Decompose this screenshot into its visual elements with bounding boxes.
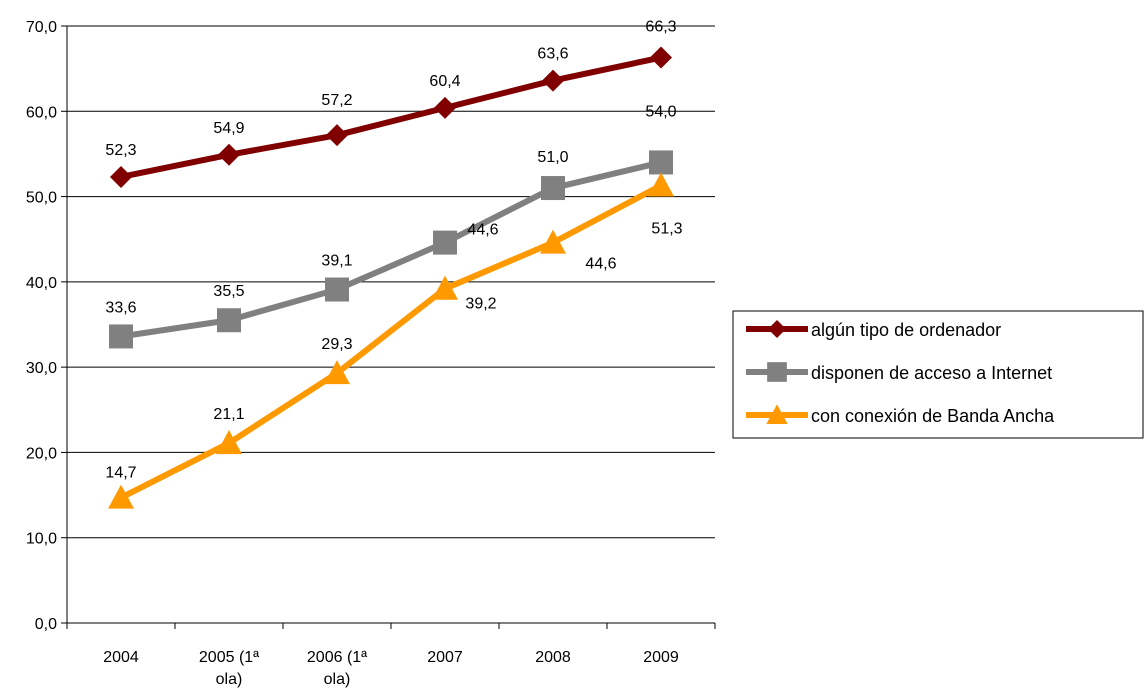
y-tick-label: 70,0	[26, 19, 57, 36]
axes: 0,0 10,0 20,0 30,0 40,0 50,0 60,0 70,0 2004 2005 …	[26, 19, 716, 688]
series-line	[120, 54, 662, 180]
series-line	[120, 159, 662, 340]
y-tick-label: 0,0	[35, 616, 57, 633]
square-marker	[433, 230, 457, 255]
legend-item: algún tipo de ordenador	[746, 319, 1001, 340]
y-tick-label: 40,0	[26, 275, 57, 292]
data-label: 29,3	[321, 336, 352, 353]
series-line	[119, 182, 663, 501]
data-label: 39,1	[321, 253, 352, 270]
diamond-marker	[326, 124, 348, 147]
y-tick-label: 50,0	[26, 190, 57, 207]
square-marker	[767, 362, 787, 382]
series-3	[108, 172, 674, 509]
triangle-marker	[540, 229, 566, 254]
series	[108, 46, 674, 509]
square-marker	[109, 324, 133, 349]
data-label: 44,6	[467, 222, 498, 239]
data-label: 44,6	[585, 256, 616, 273]
triangle-marker	[216, 430, 242, 455]
data-label: 66,3	[645, 19, 676, 36]
data-labels: 52,3 54,9 57,2 60,4 63,6 66,3 33,6 35,5 39,1 44,6…	[105, 19, 682, 482]
y-tick-label: 60,0	[26, 104, 57, 121]
data-label: 14,7	[105, 465, 136, 482]
data-label: 51,3	[651, 220, 682, 237]
triangle-marker	[324, 360, 350, 385]
square-marker	[325, 277, 349, 302]
y-tick-label: 20,0	[26, 445, 57, 462]
square-marker	[649, 150, 673, 175]
triangle-marker	[766, 404, 788, 425]
x-tick-label: 2004	[103, 649, 139, 666]
diamond-marker	[650, 46, 672, 69]
x-tick-label: 2005 (1ª ola)	[199, 649, 259, 688]
legend-item: con conexión de Banda Ancha	[746, 404, 1055, 426]
data-label: 57,2	[321, 92, 352, 109]
triangle-marker	[108, 484, 134, 509]
data-label: 21,1	[213, 406, 244, 423]
data-label: 39,2	[465, 296, 496, 313]
y-tick-label: 30,0	[26, 360, 57, 377]
data-label: 63,6	[537, 46, 568, 63]
triangle-marker	[432, 275, 458, 300]
series-2	[109, 150, 673, 349]
gridlines	[67, 25, 715, 539]
data-label: 54,0	[645, 103, 676, 120]
square-marker	[217, 308, 241, 333]
legend-item: disponen de acceso a Internet	[746, 362, 1052, 383]
triangle-marker	[648, 172, 674, 197]
x-tick-label: 2007	[427, 649, 463, 666]
x-tick-label: 2009	[643, 649, 679, 666]
x-tick-label: 2006 (1ª ola)	[307, 649, 367, 688]
data-label: 60,4	[429, 73, 460, 90]
x-tick-label: 2008	[535, 649, 571, 666]
diamond-marker	[110, 165, 132, 188]
data-label: 52,3	[105, 142, 136, 159]
data-label: 33,6	[105, 299, 136, 316]
diamond-marker	[767, 319, 787, 339]
legend-label: con conexión de Banda Ancha	[811, 406, 1055, 426]
diamond-marker	[542, 69, 564, 92]
legend: algún tipo de ordenador disponen de acces…	[732, 310, 1144, 439]
legend-label: disponen de acceso a Internet	[811, 363, 1052, 383]
series-1	[110, 46, 672, 188]
data-label: 54,9	[213, 120, 244, 137]
legend-label: algún tipo de ordenador	[811, 320, 1001, 340]
diamond-marker	[434, 96, 456, 119]
data-label: 35,5	[213, 283, 244, 300]
y-tick-label: 10,0	[26, 531, 57, 548]
diamond-marker	[218, 143, 240, 166]
square-marker	[541, 176, 565, 201]
data-label: 51,0	[537, 149, 568, 166]
